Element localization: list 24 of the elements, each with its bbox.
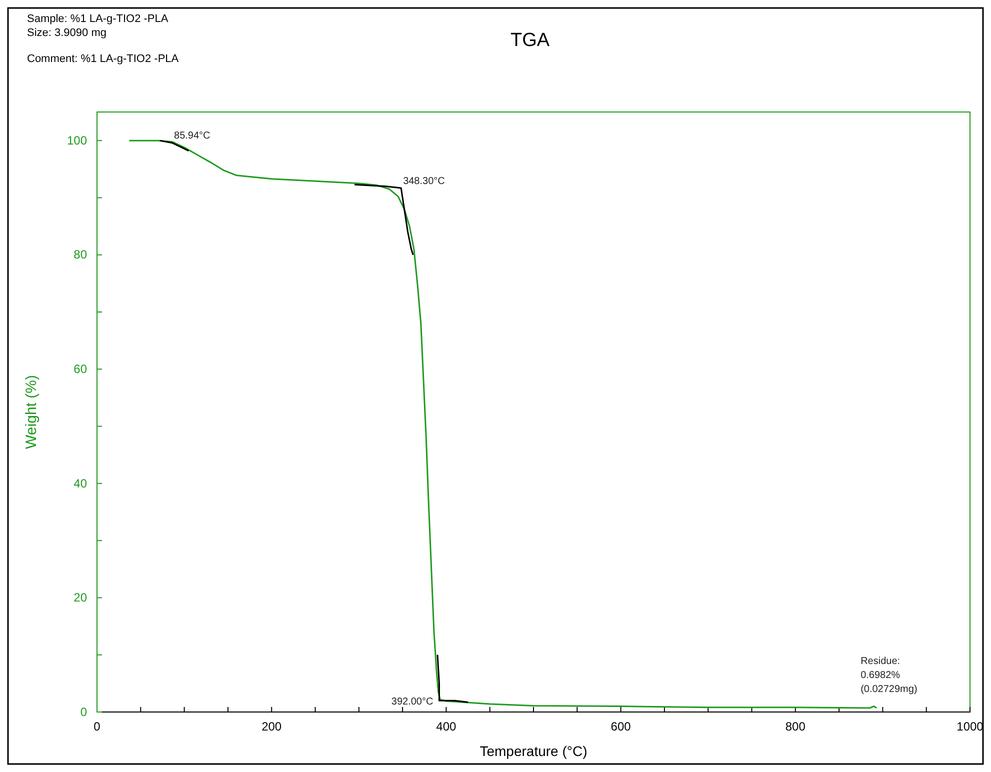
x-tick-label: 0 [94,720,101,734]
annotation: 85.94°C [174,130,210,142]
line-series [354,184,414,256]
y-tick-label: 40 [74,476,88,490]
y-tick-label: 20 [74,590,88,605]
x-tick-label: 400 [436,720,457,734]
y-axis-title: Weight (%) [23,375,40,449]
y-tick-label: 0 [80,704,88,719]
x-tick-label: 200 [262,720,282,734]
chart-title: TGA [510,30,550,51]
annotation: 392.00°C [391,696,434,708]
line-series [436,654,469,704]
x-tick-label: 600 [610,720,632,734]
annotation: Residue: 0.6982% (0.02729mg) [860,656,918,695]
text: Size: 3.9090 mg [27,27,106,39]
x-tick-label: 800 [785,720,806,734]
text: Sample: %1 LA-g-TIO2 -PLA [27,13,169,25]
annotation: 348.30°C [403,176,445,187]
x-axis-title: Temperature (°C) [480,743,588,759]
y-tick-label: 80 [74,248,88,262]
x-tick-label: 1000 [956,720,984,734]
text: Comment: %1 LA-g-TIO2 -PLA [27,53,180,65]
y-tick-label: 100 [66,133,88,148]
y-tick-label: 60 [74,362,88,376]
